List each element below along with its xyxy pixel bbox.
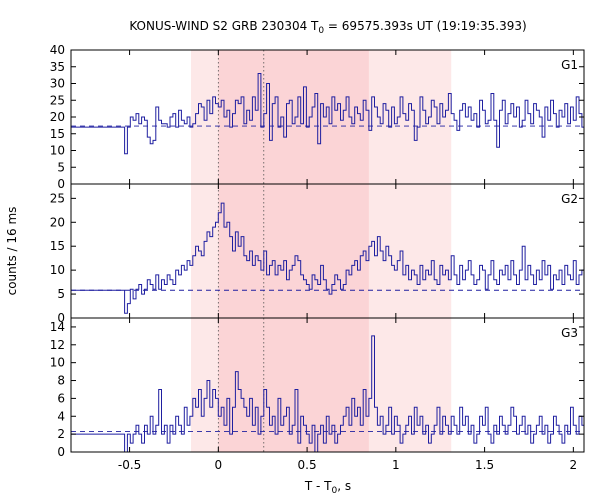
y-tick-label: 10 (50, 263, 65, 277)
y-tick-label: 2 (57, 427, 65, 441)
y-tick-label: 0 (57, 177, 65, 191)
panel-label-g1: G1 (561, 58, 578, 72)
x-axis-label: T - T0, s (304, 479, 351, 496)
y-tick-label: 12 (50, 338, 65, 352)
chart-title: KONUS-WIND S2 GRB 230304 T0 = 69575.393s… (129, 19, 526, 36)
chart-title-rest: = 69575.393s UT (19:19:35.393) (324, 19, 527, 33)
y-tick-label: 4 (57, 409, 65, 423)
y-tick-label: 5 (57, 160, 65, 174)
x-tick-label: -0.5 (118, 458, 141, 472)
y-tick-label: 10 (50, 356, 65, 370)
y-tick-label: 25 (50, 191, 65, 205)
x-tick-label: 1 (392, 458, 400, 472)
series-line-g3 (71, 335, 584, 453)
chart-title-subscript: 0 (318, 26, 324, 36)
y-tick-label: 5 (57, 287, 65, 301)
x-tick-label: 0.5 (298, 458, 317, 472)
x-axis-label-rest: , s (337, 479, 351, 493)
y-tick-label: 8 (57, 374, 65, 388)
y-tick-label: 30 (50, 77, 65, 91)
x-tick-label: 0 (215, 458, 223, 472)
x-tick-label: 1.5 (475, 458, 494, 472)
y-tick-label: 15 (50, 127, 65, 141)
series-line-g1 (71, 73, 584, 155)
series-line-g2 (71, 202, 584, 314)
x-axis-label-subscript: 0 (332, 486, 338, 496)
y-tick-label: 0 (57, 311, 65, 325)
y-tick-label: 0 (57, 445, 65, 459)
y-tick-label: 14 (50, 320, 65, 334)
panel-label-g3: G3 (561, 326, 578, 340)
y-axis-label: counts / 16 ms (5, 207, 19, 296)
y-tick-label: 6 (57, 391, 65, 405)
y-tick-label: 35 (50, 60, 65, 74)
panel-frame-g3 (70, 317, 585, 453)
y-tick-label: 20 (50, 110, 65, 124)
x-axis-label-main: T - T (304, 479, 332, 493)
y-tick-label: 25 (50, 93, 65, 107)
chart-title-main: KONUS-WIND S2 GRB 230304 T (129, 19, 319, 33)
x-tick-label: 2 (570, 458, 578, 472)
y-tick-label: 10 (50, 144, 65, 158)
panel-label-g2: G2 (561, 192, 578, 206)
y-tick-label: 15 (50, 239, 65, 253)
y-tick-label: 40 (50, 43, 65, 57)
y-tick-label: 20 (50, 215, 65, 229)
